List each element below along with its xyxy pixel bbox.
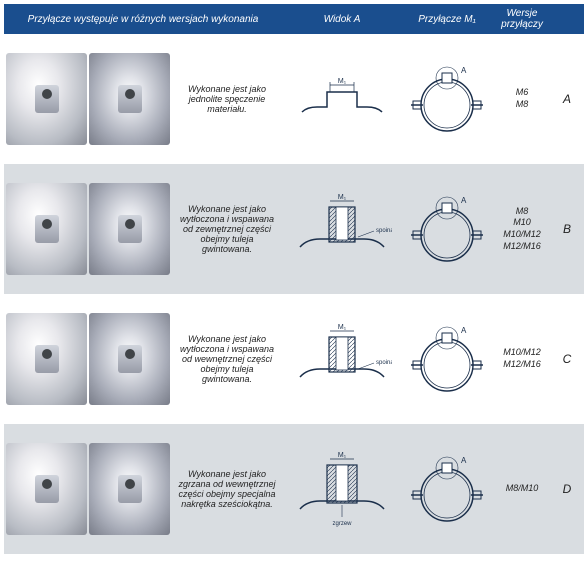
size-list: M6M8 xyxy=(492,87,552,110)
svg-text:M₁: M₁ xyxy=(338,452,347,459)
row-description: Wykonane jest jako wytłoczona i wspawana… xyxy=(172,334,282,384)
row-description: Wykonane jest jako zgrzana od wewnętrzne… xyxy=(172,469,282,509)
product-photo xyxy=(89,183,170,275)
table-row: Wykonane jest jako jednolite spęczenie m… xyxy=(4,34,584,164)
size-value: M12/M16 xyxy=(492,359,552,371)
photo-cell xyxy=(4,441,172,537)
clamp-diagram: A xyxy=(402,317,492,402)
photo-cell xyxy=(4,181,172,277)
version-label: B xyxy=(552,222,582,236)
header-desc: Przyłącze występuje w różnych wersjach w… xyxy=(4,4,282,34)
size-value: M10/M12 xyxy=(492,347,552,359)
svg-text:spoina: spoina xyxy=(376,228,392,234)
table-row: Wykonane jest jako wytłoczona i wspawana… xyxy=(4,164,584,294)
product-photo xyxy=(89,443,170,535)
svg-text:A: A xyxy=(461,196,467,205)
size-value: M8 xyxy=(492,99,552,111)
size-value: M10 xyxy=(492,217,552,229)
header-view: Widok A xyxy=(282,4,402,34)
version-label: C xyxy=(552,352,582,366)
cross-section-diagram: M₁ xyxy=(282,57,402,142)
svg-text:zgrzew: zgrzew xyxy=(332,521,352,527)
svg-text:A: A xyxy=(461,326,467,335)
version-label: A xyxy=(552,92,582,106)
table-row: Wykonane jest jako wytłoczona i wspawana… xyxy=(4,294,584,424)
svg-text:M₁: M₁ xyxy=(338,78,347,85)
table-row: Wykonane jest jako zgrzana od wewnętrzne… xyxy=(4,424,584,554)
photo-cell xyxy=(4,311,172,407)
row-description: Wykonane jest jako wytłoczona i wspawana… xyxy=(172,204,282,254)
svg-text:A: A xyxy=(461,66,467,75)
size-value: M8/M10 xyxy=(492,483,552,495)
clamp-diagram: A xyxy=(402,187,492,272)
version-label: D xyxy=(552,482,582,496)
size-list: M8M10M10/M12M12/M16 xyxy=(492,206,552,253)
product-photo xyxy=(6,443,87,535)
header-sizes: Przyłącze M₁ xyxy=(402,4,492,34)
cross-section-diagram: M₁ spoina xyxy=(282,317,402,402)
photo-cell xyxy=(4,51,172,147)
header-version: Wersje przyłączy xyxy=(492,4,552,34)
svg-text:A: A xyxy=(461,456,467,465)
cross-section-diagram: M₁ spoina xyxy=(282,187,402,272)
product-photo xyxy=(6,183,87,275)
product-photo xyxy=(6,313,87,405)
size-list: M10/M12M12/M16 xyxy=(492,347,552,370)
size-value: M10/M12 xyxy=(492,229,552,241)
size-value: M8 xyxy=(492,206,552,218)
svg-text:M₁: M₁ xyxy=(338,194,347,201)
row-description: Wykonane jest jako jednolite spęczenie m… xyxy=(172,84,282,114)
product-photo xyxy=(6,53,87,145)
size-list: M8/M10 xyxy=(492,483,552,495)
size-value: M6 xyxy=(492,87,552,99)
table-header: Przyłącze występuje w różnych wersjach w… xyxy=(4,4,584,34)
size-value: M12/M16 xyxy=(492,241,552,253)
clamp-diagram: A xyxy=(402,57,492,142)
cross-section-diagram: M₁ zgrzew xyxy=(282,447,402,532)
svg-text:spoina: spoina xyxy=(376,360,392,366)
product-photo xyxy=(89,53,170,145)
clamp-diagram: A xyxy=(402,447,492,532)
svg-text:M₁: M₁ xyxy=(338,324,347,331)
product-photo xyxy=(89,313,170,405)
